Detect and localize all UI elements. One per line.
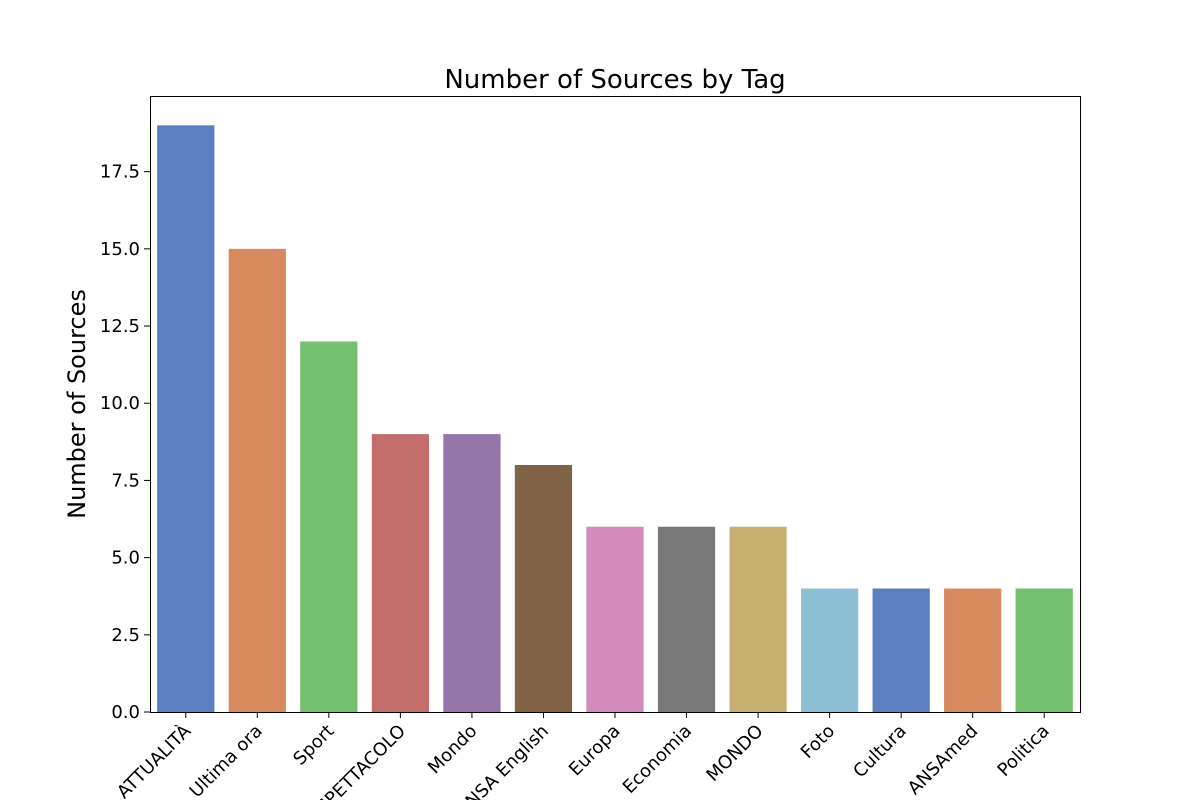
y-tick-label: 0.0 — [111, 702, 140, 723]
y-tick-label: 15.0 — [100, 239, 140, 260]
bars-group — [157, 125, 1073, 713]
bar-4 — [443, 434, 501, 712]
bar-7 — [657, 526, 716, 712]
bar-1 — [228, 248, 286, 712]
x-tick-label: Europa — [565, 721, 625, 781]
x-tick-label: Economia — [619, 721, 696, 798]
bar-8 — [729, 526, 787, 712]
y-tick-label: 17.5 — [100, 162, 140, 183]
y-tick-label: 10.0 — [100, 393, 140, 414]
y-tick-label: 2.5 — [111, 625, 140, 646]
x-tick-label: Foto — [797, 721, 839, 763]
y-tick-label: 5.0 — [111, 548, 140, 569]
bar-0 — [157, 125, 215, 713]
y-axis-ticks: 0.0 2.5 5.0 7.5 10.0 12.5 15.0 17.5 — [100, 162, 150, 723]
bar-9 — [801, 588, 859, 712]
y-axis-label: Number of Sources — [63, 289, 91, 519]
bar-6 — [586, 526, 644, 712]
x-tick-label: Politica — [994, 721, 1054, 781]
y-tick-label: 12.5 — [100, 316, 140, 337]
bar-10 — [872, 588, 930, 712]
plot-area-frame — [150, 96, 1081, 713]
chart-title: Number of Sources by Tag — [444, 65, 785, 95]
x-tick-label: Ultima ora — [186, 721, 267, 800]
bar-2 — [300, 341, 358, 712]
y-tick-label: 7.5 — [111, 470, 140, 491]
x-tick-label: Mondo — [424, 721, 482, 779]
x-tick-label: Sport — [289, 721, 338, 770]
x-tick-label: ANSAmed — [904, 721, 982, 799]
bar-11 — [944, 588, 1002, 712]
bar-3 — [371, 434, 429, 712]
bar-12 — [1015, 588, 1073, 712]
x-tick-label: ATTUALITÀ — [112, 719, 195, 800]
x-tick-label: MONDO — [702, 721, 767, 786]
bar-5 — [514, 464, 573, 712]
x-tick-label: Cultura — [849, 721, 910, 782]
